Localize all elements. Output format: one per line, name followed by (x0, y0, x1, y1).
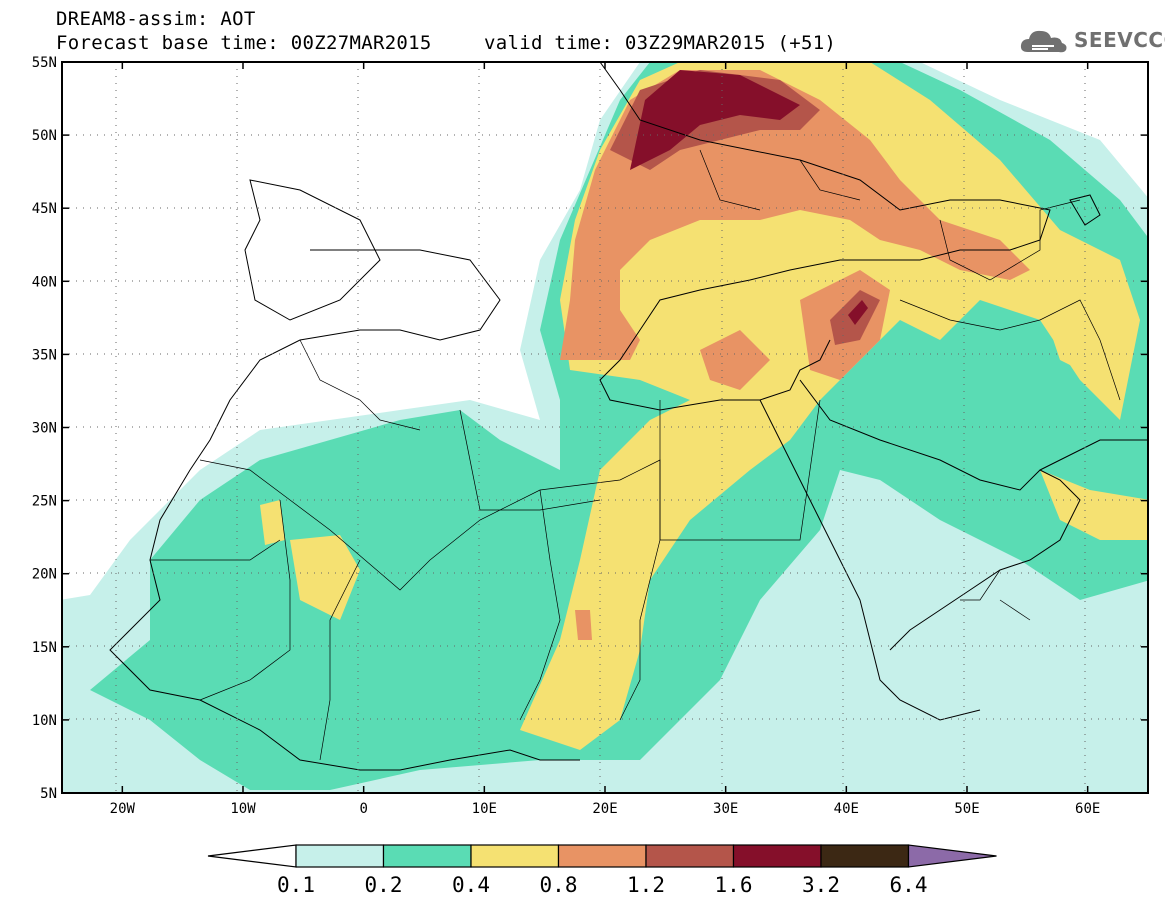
colorbar-segment (382, 844, 472, 868)
lon-label: 20W (110, 801, 136, 817)
aot-level-0.4 (290, 535, 360, 620)
lon-label: 60E (1075, 801, 1100, 817)
chart-title: DREAM8-assim: AOT (56, 8, 256, 30)
colorbar-label: 1.2 (627, 873, 665, 897)
colorbar-label: 6.4 (890, 873, 928, 897)
aot-level-1.6 (630, 70, 800, 170)
lat-label: 55N (32, 55, 57, 71)
lat-label: 40N (32, 274, 57, 290)
coastlines (62, 62, 1148, 771)
seevccc-logo: SEEVCCC (1018, 24, 1165, 58)
lat-label: 30N (32, 421, 57, 437)
colorbar-labels: 0.1 0.2 0.4 0.8 1.2 1.6 3.2 6.4 (277, 873, 927, 897)
colorbar-label: 0.8 (540, 873, 578, 897)
colorbar-label: 3.2 (802, 873, 840, 897)
colorbar-segment (295, 844, 385, 868)
aot-level-0.4 (260, 500, 285, 545)
colorbar-segment (470, 844, 560, 868)
lon-label: 0 (359, 801, 367, 817)
lat-label: 25N (32, 494, 57, 510)
aot-level-1.6 (848, 300, 868, 325)
colorbar-segment (557, 844, 647, 868)
lat-label: 50N (32, 128, 57, 144)
aot-level-0.8 (575, 610, 592, 640)
colorbar-segment (732, 844, 822, 868)
colorbar-label: 0.2 (365, 873, 403, 897)
graticule (62, 62, 1148, 793)
borders (150, 149, 1121, 761)
lat-label: 35N (32, 347, 57, 363)
lat-label: 15N (32, 640, 57, 656)
axis-ticks (62, 61, 1148, 794)
colorbar-under-triangle (207, 844, 297, 868)
colorbar-segment (645, 844, 735, 868)
lon-label: 20E (592, 801, 617, 817)
colorbar-label: 0.4 (452, 873, 490, 897)
aot-field (62, 62, 1148, 793)
aot-level-0.4 (1040, 300, 1120, 380)
valid-time: valid time: 03Z29MAR2015 (+51) (484, 32, 837, 54)
lon-label: 10W (230, 801, 256, 817)
colorbar-label: 1.6 (715, 873, 753, 897)
cloud-icon (1020, 30, 1067, 53)
lon-labels: 20W 10W 0 10E 20E 30E 40E 50E 60E (110, 801, 1101, 817)
lat-label: 10N (32, 713, 57, 729)
colorbar (207, 844, 997, 868)
colorbar-label: 0.1 (277, 873, 315, 897)
forecast-base-time: Forecast base time: 00Z27MAR2015 (56, 32, 432, 54)
aot-level-0.8 (700, 330, 770, 390)
lon-label: 30E (713, 801, 738, 817)
lat-label: 45N (32, 201, 57, 217)
lat-label: 5N (40, 786, 57, 802)
lon-label: 40E (834, 801, 859, 817)
lon-label: 10E (472, 801, 497, 817)
colorbar-over-triangle (907, 844, 997, 868)
aot-level-0.4 (520, 62, 1140, 750)
colorbar-segment (820, 844, 910, 868)
logo-text: SEEVCCC (1074, 28, 1165, 52)
lon-label: 50E (954, 801, 979, 817)
lat-labels: 55N 50N 45N 40N 35N 30N 25N 20N 15N 10N 5N (32, 55, 57, 802)
lat-label: 20N (32, 567, 57, 583)
